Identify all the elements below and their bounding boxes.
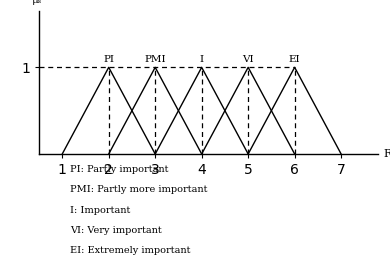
Text: PI: PI bbox=[103, 55, 114, 64]
Text: I: Important: I: Important bbox=[70, 206, 131, 215]
Text: EI: Extremely important: EI: Extremely important bbox=[70, 246, 191, 255]
Text: PMI: Partly more important: PMI: Partly more important bbox=[70, 185, 208, 194]
Text: VI: VI bbox=[242, 55, 254, 64]
Text: RI: RI bbox=[383, 149, 390, 159]
Text: I: I bbox=[200, 55, 204, 64]
Text: VI: Very important: VI: Very important bbox=[70, 226, 162, 235]
Text: PMI: PMI bbox=[144, 55, 166, 64]
Text: μₛᴵ: μₛᴵ bbox=[32, 0, 44, 5]
Text: PI: Partly important: PI: Partly important bbox=[70, 165, 169, 174]
Text: EI: EI bbox=[289, 55, 300, 64]
